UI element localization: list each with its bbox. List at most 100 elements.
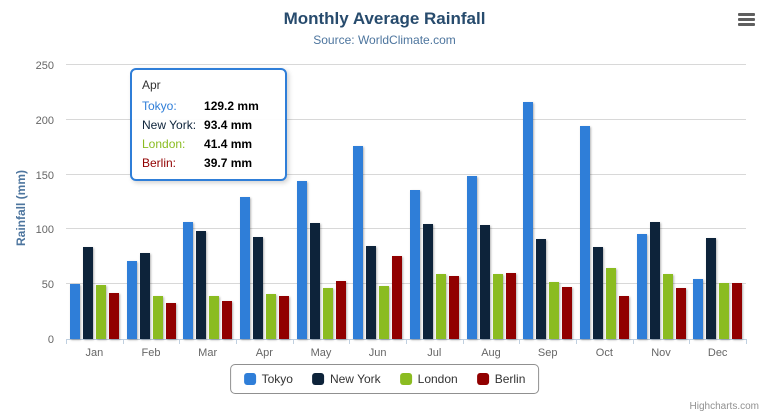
bar-new-york-dec[interactable] bbox=[706, 237, 717, 339]
x-axis-label: Mar bbox=[198, 347, 218, 359]
bar-tokyo-apr[interactable] bbox=[239, 197, 250, 339]
bar-berlin-oct[interactable] bbox=[618, 296, 629, 339]
menu-line bbox=[738, 18, 755, 21]
highcharts-credits[interactable]: Highcharts.com bbox=[689, 401, 759, 412]
legend-symbol bbox=[243, 373, 256, 385]
bar-tokyo-aug[interactable] bbox=[466, 176, 477, 339]
gridline bbox=[66, 173, 746, 175]
bar-tokyo-sep[interactable] bbox=[523, 101, 534, 339]
bar-tokyo-jul[interactable] bbox=[409, 190, 420, 339]
gridline bbox=[66, 228, 746, 230]
x-axis-label: Jan bbox=[85, 347, 104, 359]
y-axis-label: 0 bbox=[47, 334, 54, 346]
bar-london-mar[interactable] bbox=[209, 295, 220, 339]
bar-tokyo-mar[interactable] bbox=[183, 222, 194, 339]
legend-label: New York bbox=[329, 372, 381, 386]
bar-london-jun[interactable] bbox=[379, 286, 390, 339]
bar-new-york-feb[interactable] bbox=[139, 252, 150, 339]
bar-london-jul[interactable] bbox=[435, 274, 446, 339]
tooltip-series-name: Tokyo: bbox=[142, 99, 177, 113]
bar-tokyo-dec[interactable] bbox=[693, 279, 704, 339]
bar-new-york-may[interactable] bbox=[309, 222, 320, 339]
bar-tokyo-nov[interactable] bbox=[636, 234, 647, 339]
tooltip-series-name: London: bbox=[142, 137, 186, 151]
x-axis-tick bbox=[292, 339, 294, 344]
menu-line bbox=[738, 13, 755, 16]
bar-berlin-nov[interactable] bbox=[675, 287, 686, 339]
bar-london-may[interactable] bbox=[322, 287, 333, 339]
bar-tokyo-feb[interactable] bbox=[126, 260, 137, 339]
bar-berlin-jan[interactable] bbox=[108, 292, 119, 339]
x-axis-label: May bbox=[310, 347, 332, 359]
bar-berlin-dec[interactable] bbox=[732, 283, 743, 339]
y-axis-label: 200 bbox=[35, 114, 54, 127]
x-axis-label: Jul bbox=[427, 347, 442, 359]
x-axis-label: Aug bbox=[481, 347, 501, 359]
tooltip-header: Apr bbox=[142, 78, 161, 92]
bar-london-nov[interactable] bbox=[662, 274, 673, 339]
x-axis-tick bbox=[66, 339, 67, 344]
legend-item-tokyo[interactable]: Tokyo bbox=[243, 372, 293, 386]
bar-new-york-mar[interactable] bbox=[196, 231, 207, 339]
bar-new-york-apr[interactable] bbox=[252, 236, 263, 339]
y-axis-label: 150 bbox=[35, 169, 54, 182]
bar-new-york-nov[interactable] bbox=[649, 222, 660, 339]
tooltip: Apr Tokyo: 129.2 mm New York: 93.4 mm London… bbox=[130, 68, 287, 181]
x-axis-tick bbox=[519, 339, 521, 344]
export-menu-icon[interactable] bbox=[738, 13, 755, 28]
bar-london-dec[interactable] bbox=[719, 282, 730, 339]
menu-line bbox=[738, 23, 755, 26]
legend-symbol bbox=[399, 373, 412, 385]
legend-item-new-york[interactable]: New York bbox=[311, 372, 381, 386]
tooltip-series-value: 39.7 mm bbox=[204, 156, 253, 170]
x-axis-label: Jun bbox=[368, 347, 387, 359]
bar-berlin-mar[interactable] bbox=[222, 301, 233, 339]
plot-area: 0 50 100 150 200 250 Jan Feb Mar Apr May Jun Jul Aug S… bbox=[36, 60, 747, 359]
x-axis-tick bbox=[179, 339, 181, 344]
legend-symbol bbox=[311, 373, 324, 385]
gridline bbox=[66, 118, 746, 120]
bar-berlin-jul[interactable] bbox=[448, 276, 459, 339]
bar-berlin-sep[interactable] bbox=[562, 286, 573, 339]
legend-symbol bbox=[476, 373, 489, 385]
legend-item-berlin[interactable]: Berlin bbox=[476, 372, 526, 386]
bar-london-oct[interactable] bbox=[605, 267, 616, 339]
bar-london-jan[interactable] bbox=[95, 285, 106, 339]
bar-new-york-sep[interactable] bbox=[536, 239, 547, 339]
bar-tokyo-oct[interactable] bbox=[579, 126, 590, 339]
bar-new-york-aug[interactable] bbox=[479, 224, 490, 339]
bar-new-york-jan[interactable] bbox=[82, 247, 93, 339]
y-axis-label: 100 bbox=[35, 224, 54, 237]
bar-berlin-may[interactable] bbox=[335, 281, 346, 339]
legend-label: Berlin bbox=[494, 372, 526, 386]
bar-berlin-feb[interactable] bbox=[165, 302, 176, 339]
bar-london-apr[interactable] bbox=[265, 293, 276, 339]
bar-london-aug[interactable] bbox=[492, 273, 503, 339]
bar-london-sep[interactable] bbox=[549, 281, 560, 339]
bar-berlin-aug[interactable] bbox=[505, 272, 516, 339]
bar-berlin-apr[interactable] bbox=[278, 295, 289, 339]
gridline bbox=[66, 64, 746, 65]
bar-new-york-jun[interactable] bbox=[366, 246, 377, 339]
legend: Tokyo New York London Berlin bbox=[229, 364, 540, 394]
bar-tokyo-jun[interactable] bbox=[353, 146, 364, 339]
x-axis-tick bbox=[689, 339, 691, 344]
tooltip-series-value: 129.2 mm bbox=[204, 99, 259, 113]
tooltip-rows: Tokyo: 129.2 mm New York: 93.4 mm London: 41.… bbox=[142, 99, 275, 170]
bar-new-york-jul[interactable] bbox=[422, 223, 433, 339]
x-axis-tick bbox=[576, 339, 577, 344]
y-axis-label: 250 bbox=[35, 60, 54, 72]
bar-tokyo-may[interactable] bbox=[296, 181, 307, 339]
bar-london-feb[interactable] bbox=[152, 296, 163, 339]
x-axis-label: Dec bbox=[707, 347, 728, 359]
x-axis-tick bbox=[632, 339, 634, 344]
x-axis-label: Nov bbox=[651, 347, 671, 359]
x-axis-label: Sep bbox=[537, 347, 558, 359]
bar-new-york-oct[interactable] bbox=[592, 247, 603, 339]
legend-item-london[interactable]: London bbox=[399, 372, 458, 386]
chart-title: Monthly Average Rainfall bbox=[283, 9, 486, 28]
bar-berlin-jun[interactable] bbox=[392, 256, 403, 339]
legend-label: Tokyo bbox=[261, 372, 293, 386]
bar-tokyo-jan[interactable] bbox=[69, 284, 80, 339]
